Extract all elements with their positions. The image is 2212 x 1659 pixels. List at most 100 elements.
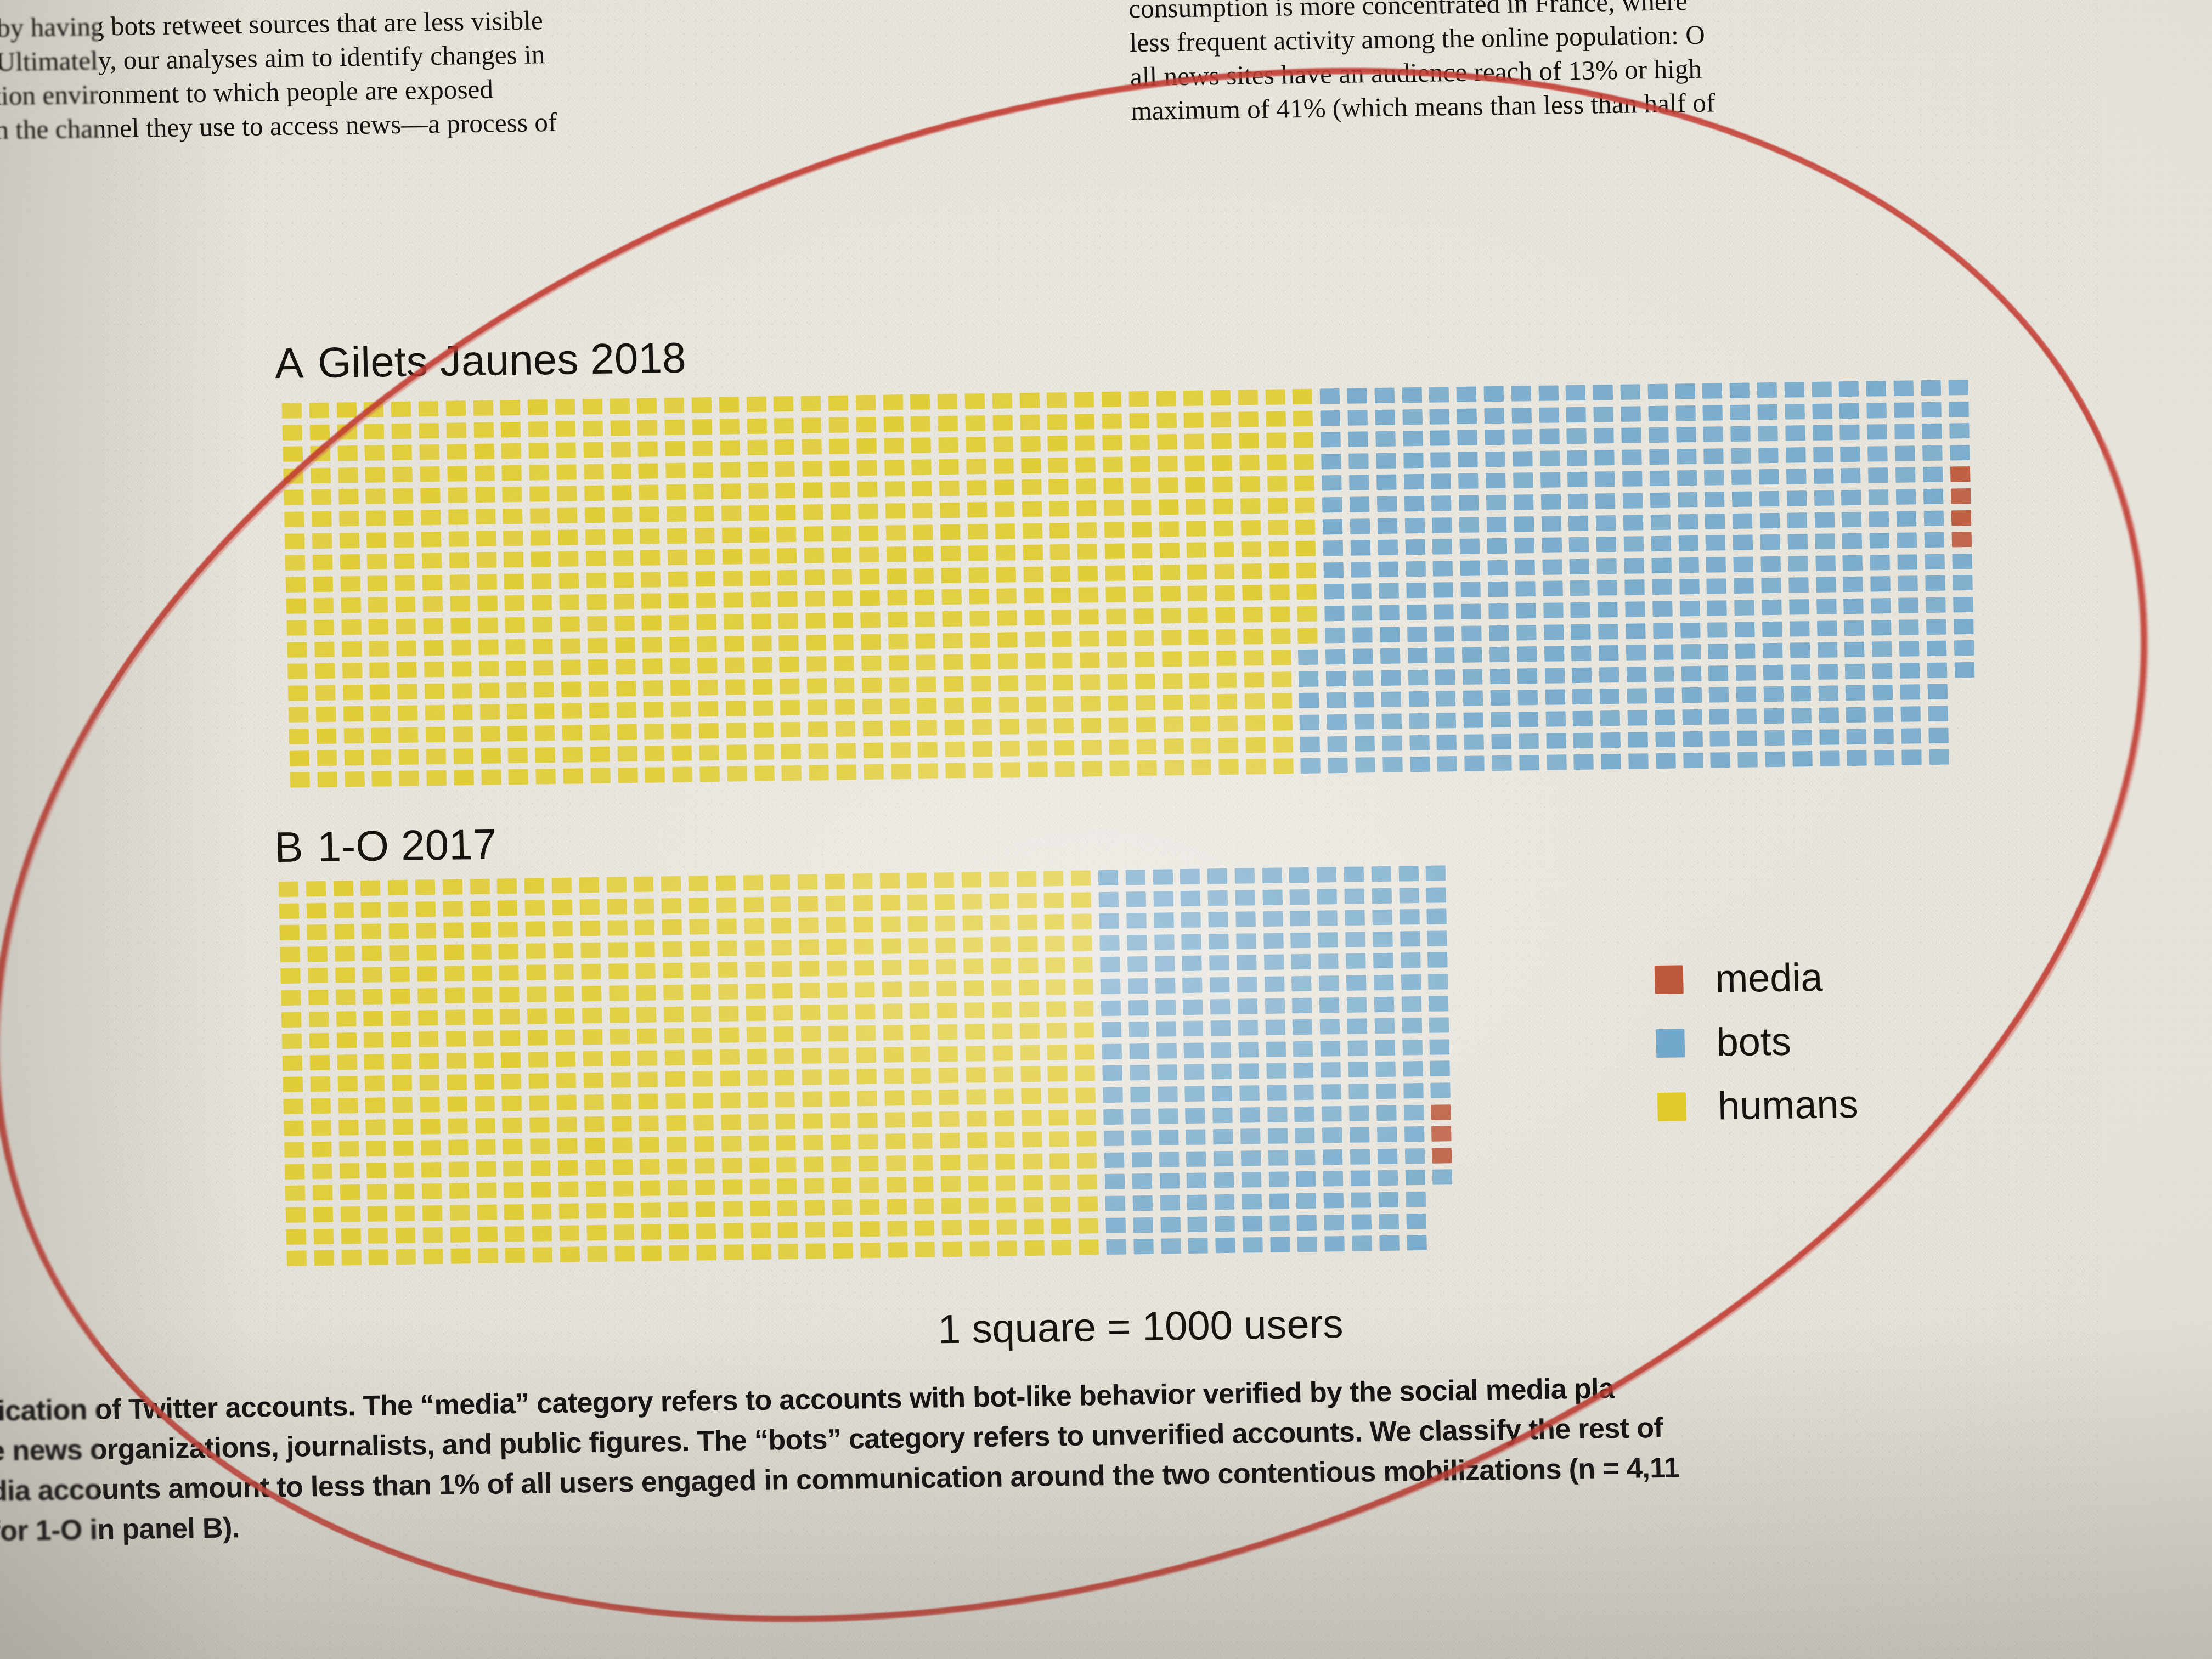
waffle-square-humans	[443, 900, 471, 923]
waffle-square-humans	[966, 1067, 994, 1089]
waffle-square-bots	[1758, 469, 1787, 491]
waffle-square-humans	[641, 593, 669, 615]
waffle-square-humans	[887, 590, 915, 612]
waffle-square-bots	[1404, 1126, 1432, 1148]
waffle-square-humans	[1082, 761, 1110, 783]
waffle-square-humans	[421, 553, 450, 575]
waffle-square-humans	[309, 424, 337, 446]
waffle-square-humans	[557, 529, 586, 551]
waffle-square-bots	[1404, 1148, 1432, 1170]
waffle-square-humans	[1271, 671, 1299, 693]
waffle-square-bots	[1460, 582, 1489, 604]
waffle-square-bots	[1844, 641, 1872, 664]
waffle-square-humans	[364, 423, 392, 445]
waffle-square-bots	[1155, 999, 1183, 1022]
waffle-square-humans	[1020, 436, 1048, 458]
waffle-square-humans	[1073, 957, 1101, 979]
waffle-square-humans	[335, 989, 364, 1011]
waffle-square-humans	[502, 1117, 531, 1139]
waffle-square-humans	[836, 742, 864, 765]
waffle-square-bots	[1678, 535, 1706, 557]
waffle-square-humans	[449, 552, 477, 574]
waffle-square-humans	[338, 510, 367, 533]
waffle-square-humans	[477, 617, 506, 639]
waffle-square-humans	[286, 620, 314, 642]
waffle-square-bots	[1348, 1062, 1376, 1084]
waffle-square-bots	[1681, 687, 1709, 709]
waffle-square-bots	[1682, 709, 1710, 731]
waffle-square-bots	[1652, 601, 1680, 623]
waffle-square-humans	[1213, 520, 1242, 542]
waffle-square-bots	[1132, 1195, 1160, 1217]
waffle-square-humans	[613, 550, 641, 572]
waffle-square-humans	[421, 1161, 449, 1183]
waffle-square-humans	[776, 504, 804, 527]
waffle-square-humans	[889, 698, 917, 720]
waffle-square-bots	[1207, 868, 1235, 890]
waffle-square-humans	[828, 395, 856, 417]
waffle-square-bots	[1676, 448, 1705, 471]
waffle-square-humans	[859, 546, 887, 569]
waffle-square-bots	[1183, 1020, 1211, 1043]
waffle-square-humans	[907, 916, 936, 938]
waffle-square-humans	[938, 415, 966, 437]
waffle-square-humans	[1079, 1239, 1107, 1261]
waffle-square-humans	[420, 509, 449, 532]
waffle-square-humans	[941, 589, 970, 611]
waffle-square-humans	[1049, 544, 1078, 566]
waffle-square-humans	[317, 771, 345, 793]
waffle-square-bots	[1843, 598, 1872, 620]
waffle-square-humans	[337, 424, 365, 445]
waffle-square-bots	[1541, 494, 1569, 516]
waffle-square-bots	[1378, 539, 1406, 562]
waffle-square-humans	[853, 895, 881, 917]
waffle-square-bots	[1103, 1109, 1131, 1131]
waffle-square-humans	[775, 1091, 803, 1114]
waffle-square-bots	[1379, 583, 1407, 605]
waffle-square-humans	[426, 748, 454, 770]
waffle-square-bots	[1294, 1084, 1322, 1106]
waffle-square-bots	[1322, 496, 1350, 519]
waffle-square-humans	[371, 727, 399, 749]
waffle-square-bots	[1842, 555, 1871, 577]
waffle-square-bots	[1325, 627, 1353, 649]
waffle-square-humans	[526, 943, 554, 965]
waffle-square-humans	[371, 749, 399, 771]
waffle-square-humans	[1157, 455, 1186, 478]
waffle-square-humans	[887, 1220, 915, 1242]
waffle-square-humans	[1156, 391, 1184, 413]
waffle-square-humans	[365, 1097, 393, 1119]
waffle-square-humans	[1105, 586, 1133, 609]
waffle-square-humans	[1239, 454, 1267, 477]
waffle-square-humans	[337, 1098, 366, 1120]
waffle-square-humans	[808, 721, 836, 743]
waffle-square-bots	[1928, 727, 1956, 749]
waffle-square-humans	[558, 551, 586, 573]
waffle-square-humans	[579, 877, 607, 899]
waffle-square-bots	[1952, 575, 1980, 597]
waffle-square-humans	[311, 467, 338, 489]
waffle-square-humans	[634, 876, 662, 898]
waffle-square-humans	[1214, 541, 1242, 564]
waffle-square-humans	[559, 594, 587, 617]
waffle-square-bots	[1565, 385, 1594, 407]
waffle-square-bots	[1624, 579, 1652, 601]
waffle-square-humans	[748, 483, 776, 505]
waffle-square-humans	[1245, 737, 1273, 759]
waffle-square-humans	[610, 398, 637, 420]
waffle-square-humans	[551, 877, 580, 899]
waffle-square-bots	[1295, 1127, 1323, 1150]
waffle-square-humans	[415, 901, 444, 923]
waffle-square-empty	[1434, 1213, 1462, 1235]
waffle-square-humans	[556, 442, 584, 464]
waffle-square-bots	[1491, 733, 1519, 755]
waffle-square-bots	[1105, 1217, 1133, 1239]
waffle-square-humans	[338, 489, 366, 511]
waffle-square-humans	[447, 444, 475, 466]
waffle-square-humans	[559, 1224, 587, 1247]
waffle-square-bots	[1792, 729, 1820, 751]
waffle-square-humans	[672, 766, 700, 788]
waffle-square-bots	[1568, 493, 1596, 515]
waffle-square-humans	[964, 1002, 992, 1024]
waffle-square-humans	[773, 396, 802, 418]
